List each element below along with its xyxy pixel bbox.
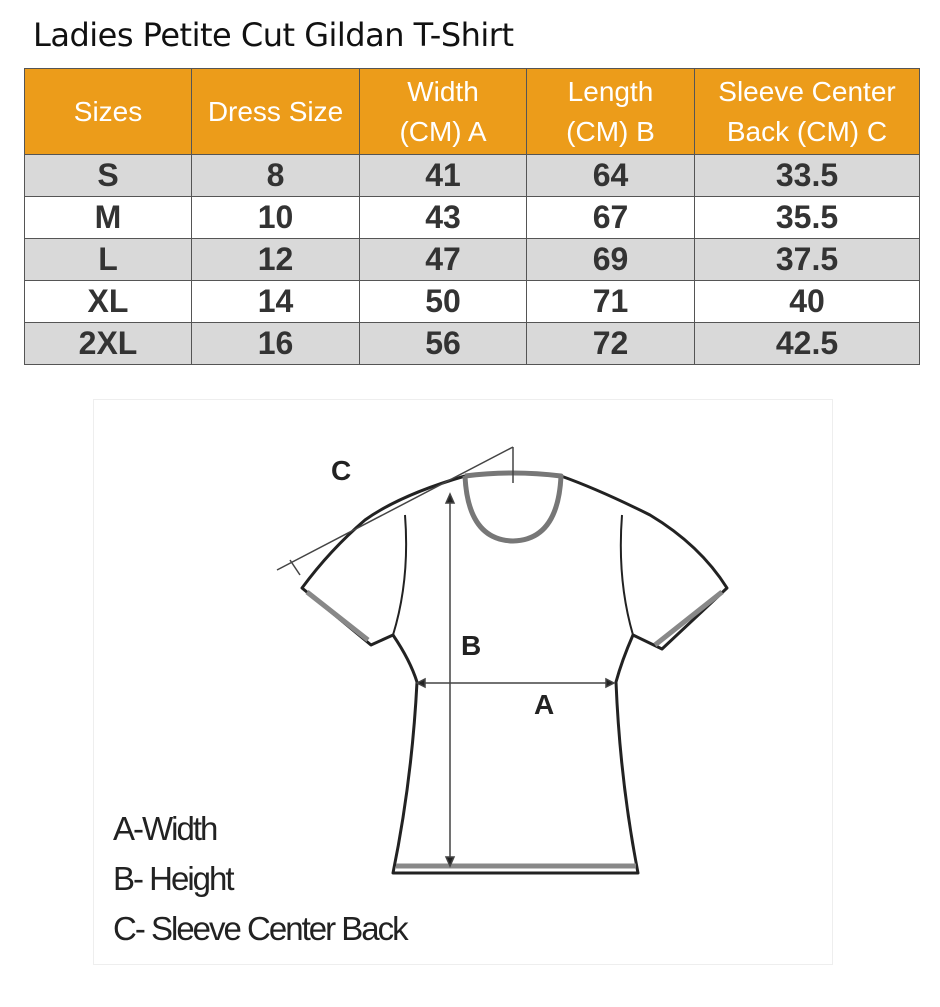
legend-b: B- Height — [113, 860, 235, 897]
table-row: XL 14 50 71 40 — [24, 280, 920, 323]
header-text: Width — [407, 75, 479, 107]
table-cell: S — [24, 154, 192, 197]
header-text: Dress Size — [207, 95, 344, 127]
table-cell: 12 — [191, 238, 360, 281]
table-header-row: Sizes Dress Size Width (CM) A Length (CM) … — [24, 68, 920, 155]
table-cell: 33.5 — [694, 154, 920, 197]
table-cell: 35.5 — [694, 196, 920, 239]
table-cell: 72 — [526, 322, 695, 365]
table-cell: L — [24, 238, 192, 281]
table-cell: 42.5 — [694, 322, 920, 365]
table-cell: 67 — [526, 196, 695, 239]
header-text: Back (CM) C — [726, 115, 888, 147]
header-sleeve: Sleeve Center Back (CM) C — [694, 68, 920, 155]
table-row: L 12 47 69 37.5 — [24, 238, 920, 281]
tshirt-outline — [300, 474, 729, 875]
header-width: Width (CM) A — [359, 68, 527, 155]
table-cell: 8 — [191, 154, 360, 197]
table-cell: XL — [24, 280, 192, 323]
table-cell: 14 — [191, 280, 360, 323]
sleeve-seam — [392, 514, 634, 636]
header-text: Sleeve Center — [718, 75, 896, 107]
cuff-bands — [305, 590, 724, 869]
size-chart-table: Sizes Dress Size Width (CM) A Length (CM) … — [24, 68, 920, 365]
header-text: Sizes — [73, 95, 143, 127]
label-b: B — [461, 630, 481, 661]
table-row: 2XL 16 56 72 42.5 — [24, 322, 920, 365]
table-cell: 43 — [359, 196, 527, 239]
table-row: M 10 43 67 35.5 — [24, 196, 920, 239]
table-cell: 71 — [526, 280, 695, 323]
table-cell: 10 — [191, 196, 360, 239]
table-cell: 64 — [526, 154, 695, 197]
table-row: S 8 41 64 33.5 — [24, 154, 920, 197]
header-dress-size: Dress Size — [191, 68, 360, 155]
page-title: Ladies Petite Cut Gildan T-Shirt — [33, 16, 514, 54]
measure-line-c — [276, 446, 514, 571]
table-cell: 16 — [191, 322, 360, 365]
header-text: Length — [567, 75, 654, 107]
legend-a: A-Width — [113, 810, 218, 847]
table-cell: 50 — [359, 280, 527, 323]
table-cell: M — [24, 196, 192, 239]
label-a: A — [534, 689, 554, 720]
header-length: Length (CM) B — [526, 68, 695, 155]
tshirt-diagram — [93, 399, 833, 965]
table-cell: 37.5 — [694, 238, 920, 281]
legend-c: C- Sleeve Center Back — [113, 910, 409, 947]
table-cell: 56 — [359, 322, 527, 365]
header-text: (CM) B — [566, 115, 655, 147]
header-text: (CM) A — [399, 115, 487, 147]
table-cell: 2XL — [24, 322, 192, 365]
table-cell: 41 — [359, 154, 527, 197]
label-c: C — [331, 455, 351, 486]
header-sizes: Sizes — [24, 68, 192, 155]
tshirt-collar — [462, 470, 564, 544]
